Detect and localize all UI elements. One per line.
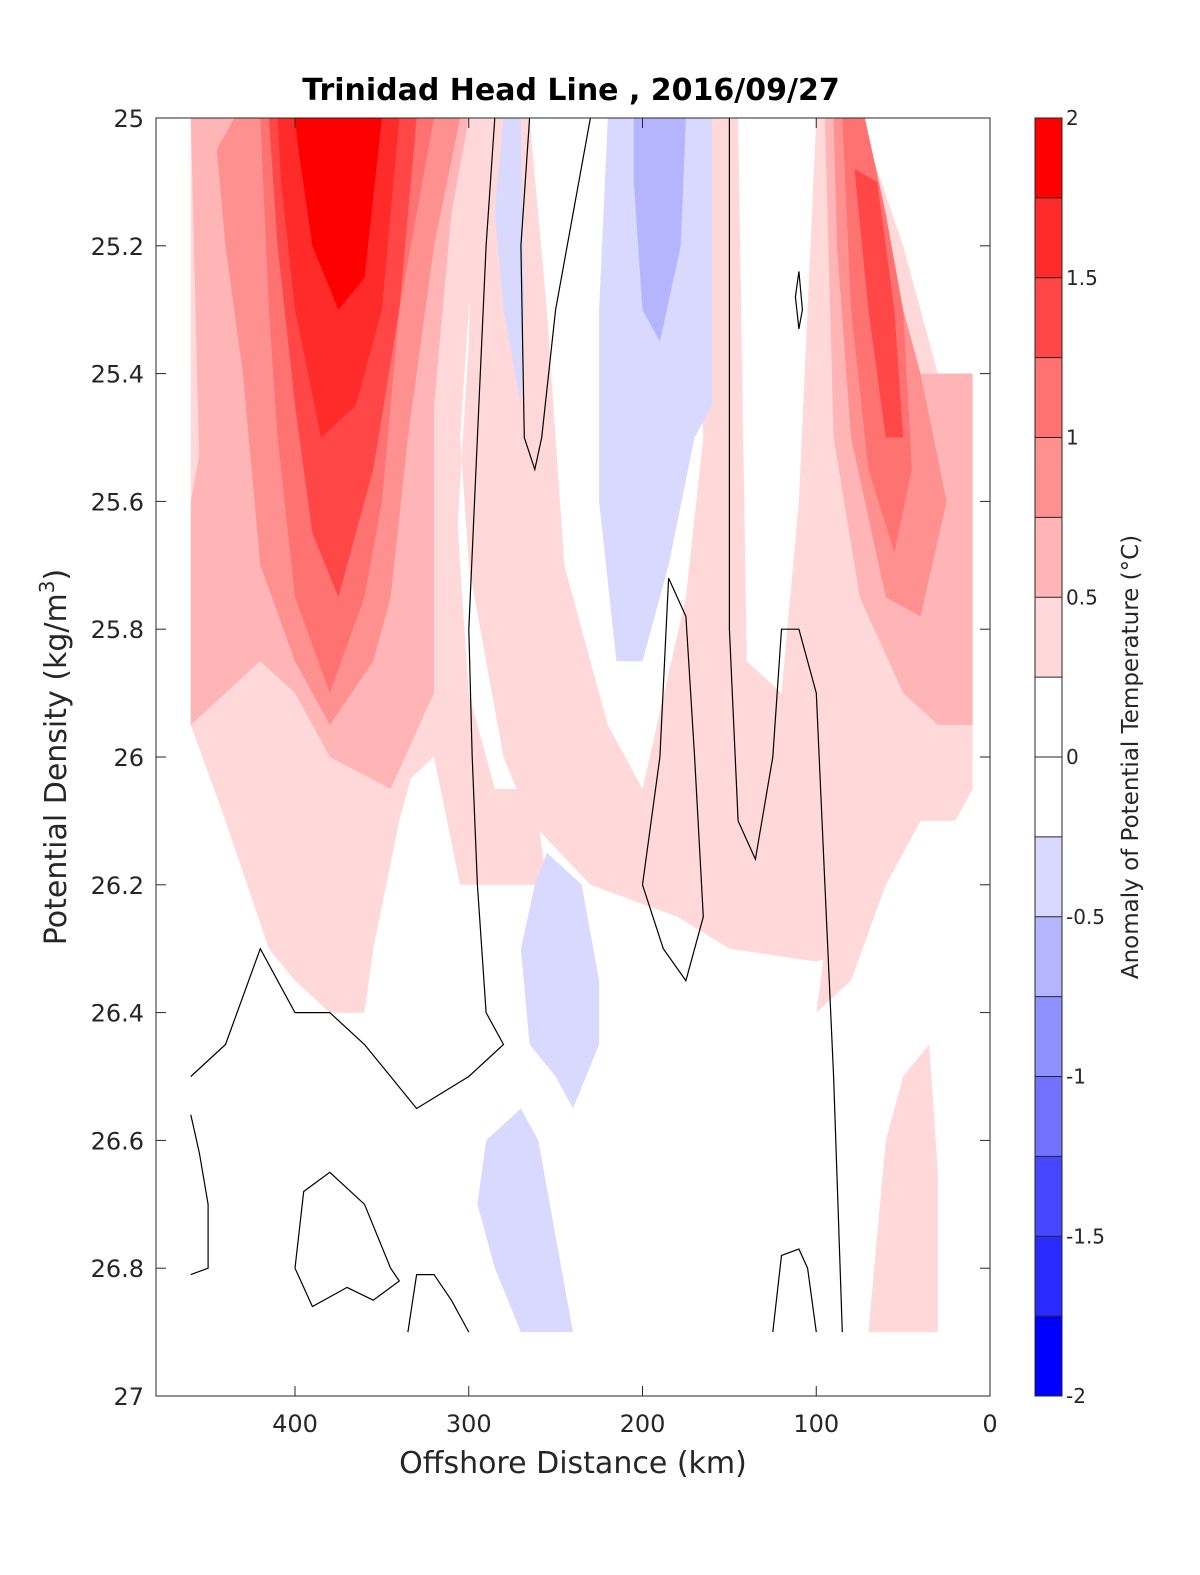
zero-contour-lines: [190, 118, 843, 1333]
colorbar-swatch: [1035, 517, 1062, 598]
colorbar-tick-label: 0.5: [1066, 585, 1098, 609]
region-cold-mid-column: [599, 118, 712, 662]
colorbar-ticks: 2 1.5 1 0.5 0 -0.5 -1 -1.5 -2: [1035, 106, 1105, 1408]
zero-contour-east-deep: [772, 1248, 817, 1333]
colorbar-tick-label: 1: [1066, 426, 1079, 450]
y-axis-label-sup: 3: [35, 580, 59, 593]
y-tick-label: 25.4: [91, 361, 144, 389]
colorbar-label: Anomaly of Potential Temperature (°C): [1118, 535, 1144, 979]
zero-contour-east-sliver: [794, 271, 804, 330]
y-tick-label: 25.2: [91, 233, 144, 261]
y-axis-label-main: Potential Density (kg/m: [39, 593, 74, 945]
x-tick-label: 300: [446, 1410, 492, 1438]
colorbar-swatch: [1035, 1156, 1062, 1237]
colorbar-tick-label: -2: [1066, 1384, 1086, 1408]
x-tick-label: 400: [272, 1410, 318, 1438]
y-tick-label: 27: [113, 1383, 144, 1411]
y-tick-label: 25.8: [91, 616, 144, 644]
y-tick-label: 26.6: [91, 1127, 144, 1155]
colorbar-swatch: [1035, 197, 1062, 278]
zero-contour-west: [190, 118, 505, 1110]
x-tick-label: 200: [620, 1410, 666, 1438]
colorbar-swatch: [1035, 677, 1062, 757]
region-cold-mid-core: [633, 118, 686, 342]
x-tick-label: 100: [793, 1410, 839, 1438]
y-tick-label: 26.8: [91, 1255, 144, 1283]
colorbar-swatch: [1035, 996, 1062, 1077]
region-cold-west-column: [494, 118, 525, 406]
colorbar-tick-label: 0: [1066, 745, 1079, 769]
region-nearshore-125: [854, 169, 904, 438]
colorbar-swatch: [1035, 1316, 1062, 1396]
colorbar-swatch: [1035, 277, 1062, 358]
region-cold-deep-1: [520, 852, 600, 1109]
zero-contour-deep-loop: [294, 1171, 401, 1308]
colorbar-swatch: [1035, 916, 1062, 997]
region-cold-deep-2: [477, 1108, 573, 1333]
y-tick-label: 25: [113, 105, 144, 133]
y-tick-label: 26.2: [91, 872, 144, 900]
colorbar-swatch: [1035, 437, 1062, 518]
colorbar-swatch: [1035, 118, 1062, 198]
contour-regions: [190, 118, 973, 1333]
y-tick-label: 25.6: [91, 488, 144, 516]
y-axis-label: Potential Density (kg/m3): [35, 569, 74, 945]
y-axis-ticks: 25 25.2 25.4 25.6 25.8 26 26.2 26.4 26.6 26.8 27: [91, 105, 990, 1411]
chart-title: Trinidad Head Line , 2016/09/27: [302, 73, 839, 108]
colorbar-tick-label: -1: [1066, 1065, 1086, 1089]
colorbar-tick-label: 1.5: [1066, 266, 1098, 290]
zero-contour-deep-arch: [407, 1273, 470, 1333]
region-warm-175: [295, 118, 382, 310]
zero-contour-mid-lens: [641, 577, 704, 983]
y-axis-label-end: ): [39, 569, 74, 581]
region-deep-warm: [868, 1044, 938, 1333]
colorbar-swatch: [1035, 1236, 1062, 1317]
x-axis-ticks: 400 300 200 100 0: [272, 118, 998, 1438]
colorbar-tick-label: -0.5: [1066, 905, 1105, 929]
colorbar-swatch: [1035, 597, 1062, 678]
colorbar-swatch: [1035, 1076, 1062, 1157]
x-tick-label: 0: [982, 1410, 997, 1438]
colorbar-swatch: [1035, 757, 1062, 837]
colorbar-swatch: [1035, 836, 1062, 917]
zero-contour-deep-left: [190, 1114, 209, 1276]
colorbar-swatch: [1035, 357, 1062, 438]
colorbar-tick-label: -1.5: [1066, 1224, 1105, 1248]
colorbar: [1035, 118, 1062, 1396]
colorbar-tick-label: 2: [1066, 106, 1079, 130]
zero-contour-east: [728, 118, 843, 1333]
zero-contour-west-inner: [520, 118, 591, 472]
y-tick-label: 26.4: [91, 1000, 144, 1028]
y-tick-label: 26: [113, 744, 144, 772]
x-axis-label: Offshore Distance (km): [399, 1446, 747, 1481]
